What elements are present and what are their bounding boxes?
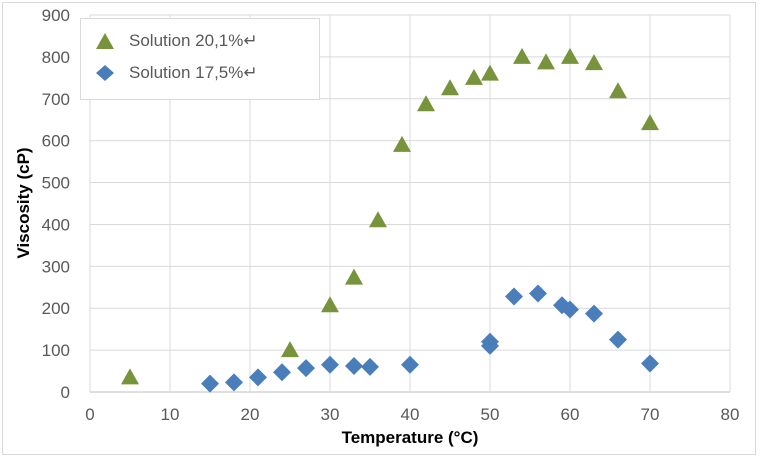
diamond-data-point [361, 357, 379, 376]
triangle-data-point [345, 268, 363, 285]
x-axis-label: Temperature (°C) [342, 428, 479, 447]
x-tick-label: 10 [161, 405, 180, 424]
diamond-data-point [641, 354, 659, 373]
y-tick-label: 300 [42, 257, 70, 276]
y-tick-label: 100 [42, 341, 70, 360]
diamond-data-point [481, 332, 499, 351]
legend-item-series-2: Solution 17,5%↵ [95, 63, 258, 83]
diamond-data-point [585, 304, 603, 323]
triangle-data-point [393, 135, 411, 152]
triangle-data-point [121, 368, 139, 385]
x-tick-label: 20 [241, 405, 260, 424]
legend-label: Solution 20,1%↵ [129, 31, 258, 50]
chart-frame [2, 2, 756, 455]
diamond-data-point [321, 355, 339, 374]
diamond-data-point [345, 357, 363, 376]
diamond-data-point [249, 368, 267, 387]
y-tick-label: 0 [61, 383, 70, 402]
y-tick-label: 400 [42, 215, 70, 234]
y-tick-label: 500 [42, 174, 70, 193]
triangle-data-point [321, 296, 339, 313]
triangle-data-point [369, 211, 387, 228]
triangle-data-point [441, 79, 459, 96]
triangle-data-point [641, 114, 659, 131]
y-tick-label: 600 [42, 132, 70, 151]
triangle-data-point [585, 54, 603, 71]
x-tick-label: 70 [641, 405, 660, 424]
x-tick-label: 50 [481, 405, 500, 424]
y-axis-label: Viscosity (cP) [14, 147, 33, 258]
y-tick-label: 700 [42, 90, 70, 109]
diamond-data-point [401, 355, 419, 374]
diamond-data-point [273, 363, 291, 382]
triangle-data-point [465, 68, 483, 85]
triangle-marker-icon [96, 33, 114, 49]
y-tick-label: 900 [42, 6, 70, 25]
x-tick-label: 60 [561, 405, 580, 424]
legend: Solution 20,1%↵ Solution 17,5%↵ [80, 18, 320, 100]
diamond-data-point [297, 359, 315, 378]
legend-item-series-1: Solution 20,1%↵ [95, 31, 258, 51]
triangle-data-point [537, 53, 555, 70]
diamond-marker-icon [96, 65, 114, 81]
diamond-data-point [201, 374, 219, 393]
triangle-data-point [417, 95, 435, 112]
diamond-data-point [609, 330, 627, 349]
triangle-data-point [609, 82, 627, 99]
diamond-data-point [225, 373, 243, 392]
diamond-data-point [505, 287, 523, 306]
x-tick-label: 80 [721, 405, 740, 424]
legend-label: Solution 17,5%↵ [129, 63, 258, 82]
x-tick-label: 30 [321, 405, 340, 424]
y-tick-label: 200 [42, 299, 70, 318]
diamond-data-point [561, 300, 579, 319]
triangle-data-point [561, 47, 579, 64]
x-tick-label: 0 [85, 405, 94, 424]
diamond-data-point [529, 284, 547, 303]
triangle-data-point [481, 64, 499, 81]
triangle-data-point [281, 341, 299, 358]
x-tick-label: 40 [401, 405, 420, 424]
triangle-data-point [513, 47, 531, 64]
y-tick-label: 800 [42, 48, 70, 67]
